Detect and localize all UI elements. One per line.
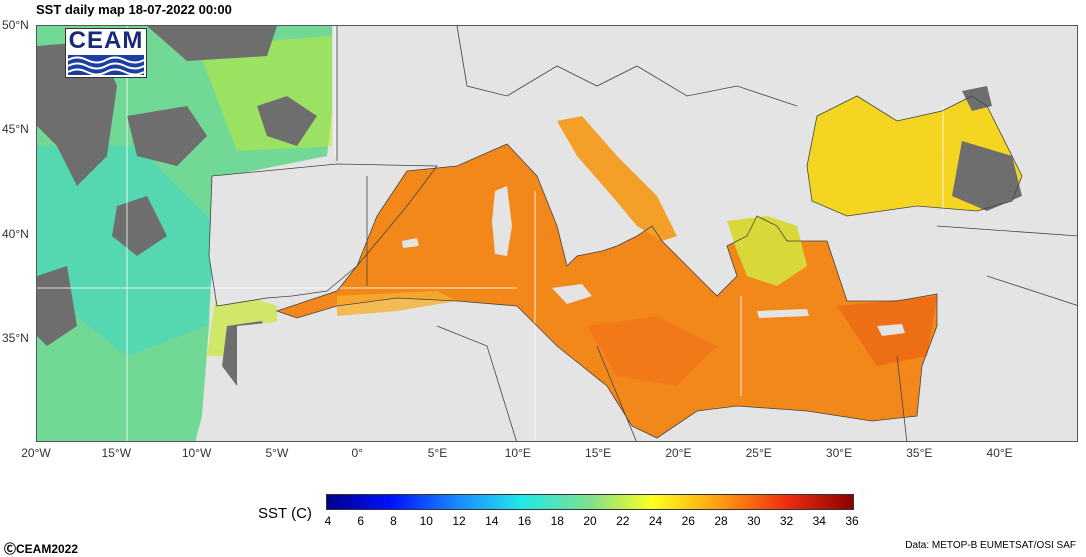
waves-icon <box>68 55 144 75</box>
lat-label-45n: 45°N <box>2 122 29 136</box>
colorbar-tick: 12 <box>452 514 466 528</box>
colorbar-tick: 36 <box>845 514 859 528</box>
colorbar-tick: 30 <box>747 514 761 528</box>
lon-label: 10°W <box>181 446 212 460</box>
colorbar-tick: 20 <box>583 514 597 528</box>
iberia-land <box>209 164 437 306</box>
colorbar-tick: 26 <box>681 514 695 528</box>
colorbar-tick: 16 <box>517 514 532 528</box>
sicily-island <box>552 284 592 304</box>
colorbar-tick: 18 <box>550 514 564 528</box>
adriatic-sea <box>557 116 677 241</box>
lon-label: 40°E <box>986 446 1013 460</box>
logo-text: CEAM <box>68 27 144 54</box>
colorbar-label: SST (C) <box>258 505 312 522</box>
cyprus-island <box>877 324 905 336</box>
lon-label: 15°E <box>585 446 612 460</box>
colorbar-tick: 34 <box>812 514 826 528</box>
colorbar-tick: 6 <box>357 514 365 528</box>
colorbar-tick: 14 <box>485 514 499 528</box>
colorbar-tick: 22 <box>616 514 630 528</box>
sst-map <box>36 25 1078 442</box>
balearic-islands <box>402 238 419 248</box>
colorbar-tick: 24 <box>648 514 663 528</box>
lon-label: 20°E <box>665 446 692 460</box>
copyright-text: ⒸCEAM2022 <box>4 542 79 556</box>
lon-label: 15°W <box>101 446 132 460</box>
colorbar <box>326 494 854 510</box>
lat-label-50n: 50°N <box>2 18 29 32</box>
crete-island <box>757 309 809 318</box>
map-title: SST daily map 18-07-2022 00:00 <box>36 2 232 17</box>
lon-label: 30°E <box>825 446 853 460</box>
colorbar-tick: 10 <box>419 514 433 528</box>
lon-label: 25°E <box>745 446 772 460</box>
colorbar-tick: 32 <box>779 514 794 528</box>
coastlines <box>208 26 1077 441</box>
data-source-text: Data: METOP-B EUMETSAT/OSI SAF <box>905 540 1076 551</box>
colorbar-tick: 4 <box>324 514 332 528</box>
lon-label: 10°E <box>504 446 531 460</box>
mediterranean-sea <box>277 144 937 438</box>
lon-label: 5°E <box>427 446 448 460</box>
lat-label-35n: 35°N <box>2 331 29 345</box>
lon-label: 20°W <box>21 446 51 460</box>
ceam-logo: CEAM <box>65 28 147 78</box>
colorbar-tick: 28 <box>714 514 728 528</box>
lon-label: 0° <box>351 446 363 460</box>
sst-map-graphic <box>37 26 1077 441</box>
colorbar-tick: 8 <box>390 514 397 528</box>
lat-label-40n: 40°N <box>2 227 29 241</box>
lon-label: 5°W <box>265 446 289 460</box>
corsica-sardinia-islands <box>492 186 512 256</box>
aegean-sea <box>727 216 807 286</box>
lon-label: 35°E <box>906 446 933 460</box>
